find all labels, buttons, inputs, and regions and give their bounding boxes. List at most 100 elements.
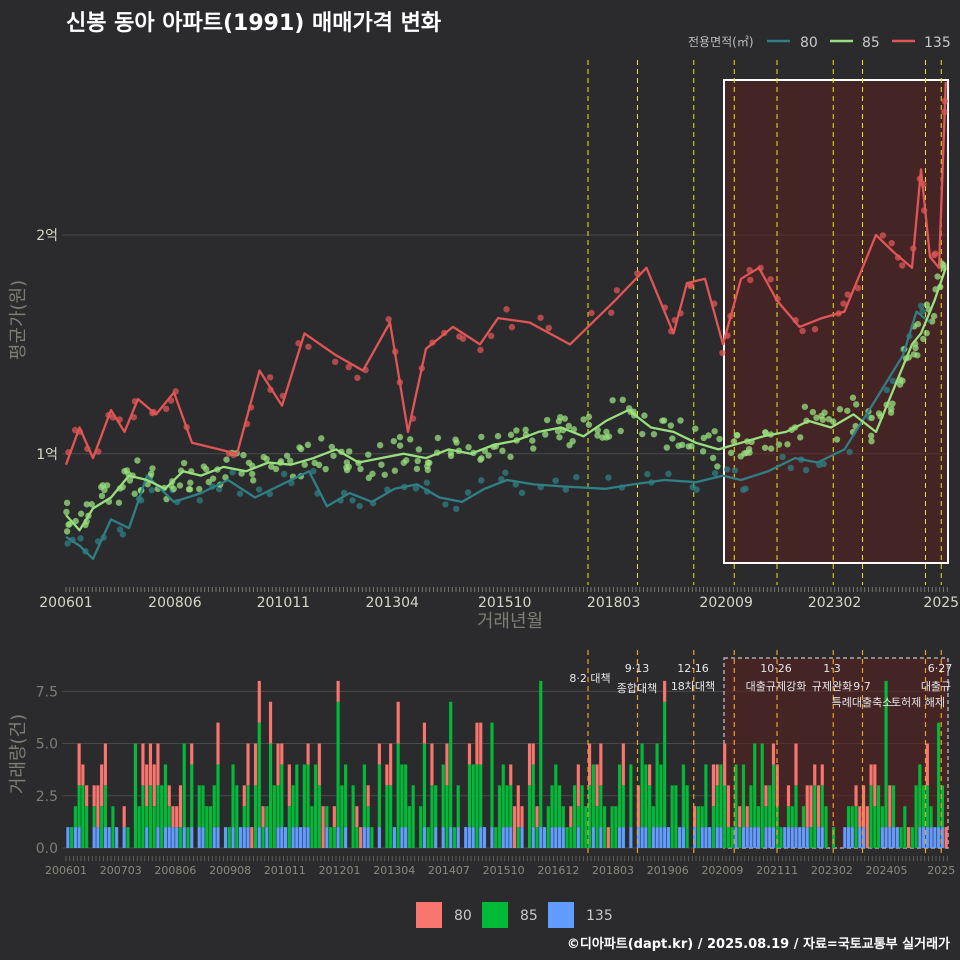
volume-x-tick: 201803 [592, 864, 634, 877]
price-point-85 [923, 329, 930, 337]
price-point-85 [170, 485, 177, 493]
price-point-135 [767, 276, 774, 283]
price-point-85 [585, 413, 593, 421]
volume-bar-80 [467, 743, 472, 765]
price-point-85 [716, 435, 723, 443]
volume-bar-85 [231, 764, 235, 828]
volume-x-tick: 2025 [927, 864, 955, 877]
price-point-85 [477, 456, 484, 463]
volume-bar-80 [306, 743, 310, 765]
price-x-tick: 202009 [699, 595, 752, 611]
volume-bar-85 [411, 785, 415, 848]
price-point-85 [369, 470, 376, 478]
volume-bar-85 [655, 743, 659, 828]
volume-bar-85 [760, 743, 764, 848]
price-point-80 [820, 460, 827, 468]
volume-bar-135 [96, 827, 100, 848]
volume-bar-85 [880, 806, 884, 828]
volume-bar-135 [422, 827, 427, 848]
volume-bar-80 [246, 743, 250, 786]
volume-bar-80 [715, 764, 719, 786]
price-point-85 [609, 397, 616, 404]
price-x-ticks: 200601 200806 201011 201304 201510 201803 2020… [39, 587, 959, 611]
volume-bar-135 [542, 827, 547, 848]
volume-bar-135 [336, 827, 340, 848]
volume-bar-135 [145, 827, 149, 848]
volume-bar-80 [430, 743, 434, 786]
price-point-85 [730, 438, 738, 445]
price-point-85 [868, 437, 875, 445]
price-point-85 [513, 427, 520, 434]
price-y-tick: 1억 [36, 447, 58, 463]
volume-bar-85 [910, 827, 914, 848]
price-point-85 [639, 430, 646, 438]
volume-bar-80 [711, 764, 716, 807]
volume-bar-80 [786, 785, 791, 807]
volume-bar-80 [355, 806, 359, 828]
price-point-85 [910, 351, 918, 358]
volume-bar-80 [858, 806, 862, 828]
volume-bar-85 [280, 764, 284, 828]
volume-bar-135 [265, 827, 269, 848]
volume-bar-135 [764, 827, 768, 848]
legend-label-135: 135 [924, 35, 951, 51]
volume-bar-135 [655, 827, 659, 848]
volume-bar-135 [509, 827, 513, 848]
price-point-85 [677, 417, 684, 424]
volume-bar-135 [197, 827, 201, 848]
volume-bar-80 [854, 785, 858, 807]
price-point-85 [867, 432, 875, 440]
volume-bar-80 [276, 743, 280, 786]
volume-bar-135 [591, 827, 595, 848]
price-point-80 [255, 486, 263, 493]
volume-bar-135 [771, 827, 776, 848]
price-point-80 [478, 477, 485, 484]
price-point-85 [357, 465, 364, 473]
legend-swatch-80 [416, 902, 442, 928]
volume-bar-135 [190, 827, 194, 848]
volume-x-tick: 201011 [264, 864, 306, 877]
price-point-80 [423, 479, 431, 486]
price-point-85 [797, 434, 804, 441]
volume-bar-85 [869, 785, 873, 848]
volume-bar-85 [700, 806, 704, 828]
volume-bar-85 [253, 785, 258, 848]
volume-bar-135 [816, 827, 821, 848]
volume-bar-135 [434, 827, 438, 848]
volume-bar-85 [302, 764, 306, 828]
volume-bar-85 [490, 722, 494, 828]
price-point-80 [349, 497, 356, 504]
volume-bar-85 [456, 785, 460, 828]
price-lines [64, 81, 947, 560]
volume-bar-85 [407, 806, 411, 848]
volume-bar-135 [238, 827, 243, 848]
price-point-80 [453, 505, 460, 513]
volume-x-tick: 200703 [100, 864, 142, 877]
volume-bar-135 [753, 827, 757, 848]
volume-bar-85 [651, 806, 655, 828]
volume-bar-85 [738, 827, 742, 848]
volume-bar-135 [505, 827, 509, 848]
volume-bar-135 [464, 827, 468, 848]
price-point-85 [186, 486, 194, 493]
volume-bar-80 [178, 785, 183, 828]
volume-bar-80 [336, 680, 340, 702]
volume-bar-85 [648, 785, 652, 848]
price-point-80 [723, 466, 731, 473]
price-point-85 [818, 412, 825, 420]
volume-bar-80 [242, 785, 246, 807]
volume-bar-85 [820, 785, 824, 828]
price-point-85 [407, 436, 414, 443]
volume-bar-135 [471, 827, 475, 848]
volume-bar-85 [884, 680, 888, 828]
volume-bar-85 [137, 806, 141, 848]
price-point-85 [101, 486, 108, 494]
volume-bar-135 [888, 827, 892, 848]
volume-bar-135 [734, 827, 738, 848]
volume-bar-135 [768, 827, 772, 848]
price-point-85 [692, 425, 699, 432]
volume-bar-80 [167, 785, 171, 807]
volume-bar-80 [535, 806, 539, 828]
legend-label-85: 85 [862, 35, 880, 51]
volume-bar-85 [846, 806, 851, 828]
